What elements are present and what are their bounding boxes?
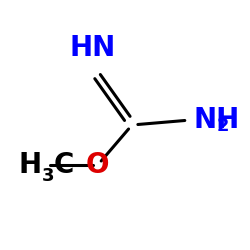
Text: O: O xyxy=(86,151,110,179)
Text: H: H xyxy=(18,151,42,179)
Text: NH: NH xyxy=(193,106,239,134)
Text: HN: HN xyxy=(70,34,116,62)
Text: 3: 3 xyxy=(42,167,54,185)
Text: C: C xyxy=(54,151,74,179)
Text: 2: 2 xyxy=(216,117,229,135)
